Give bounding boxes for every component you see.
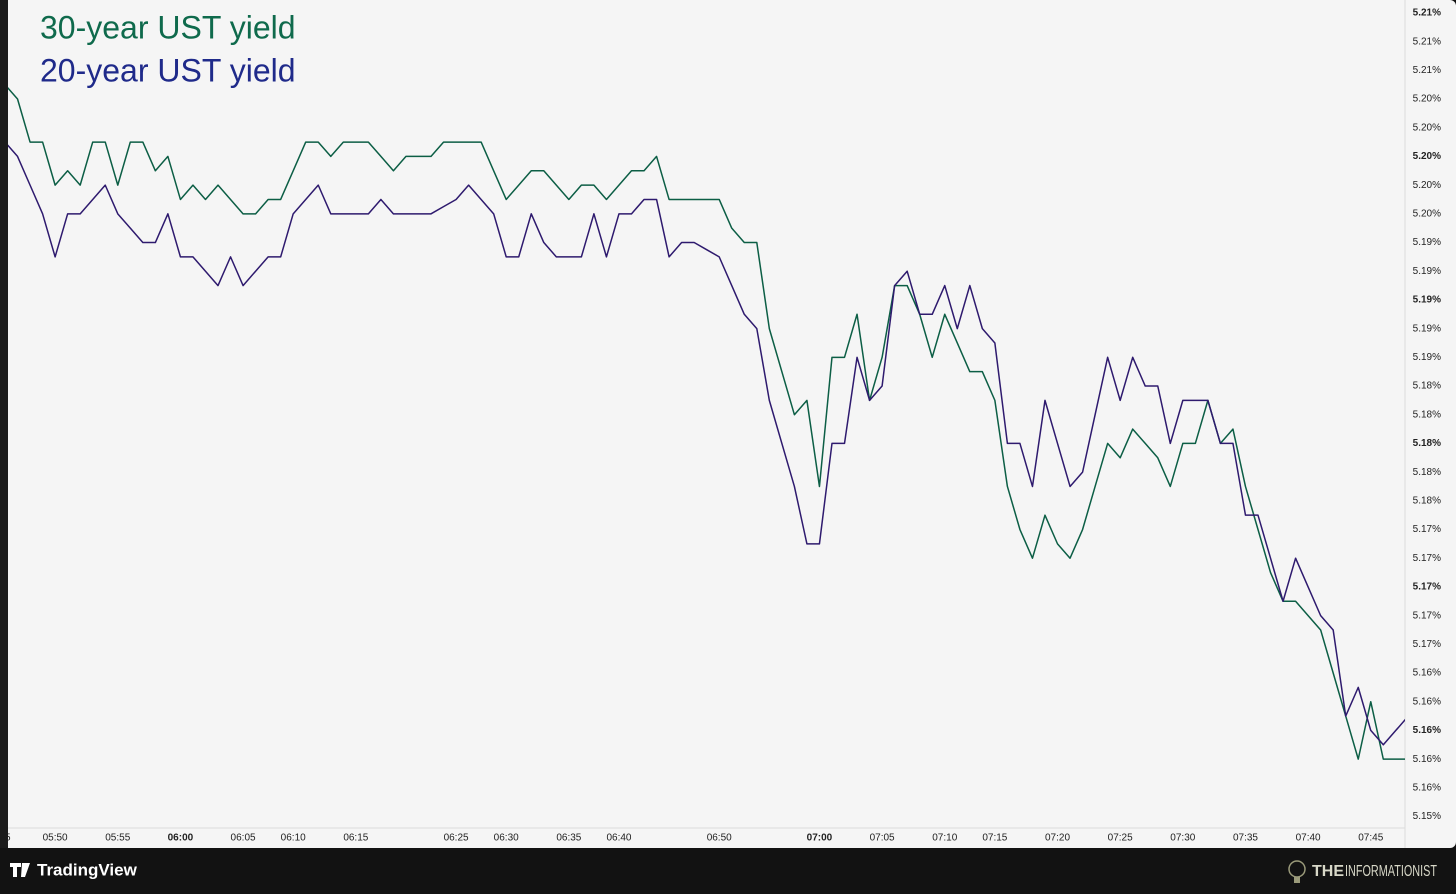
x-axis: 45 05:50 05:55 06:00 06:05 06:10 06:15 06:25 06:…	[0, 833, 1384, 844]
x-tick-label: 07:35	[1233, 833, 1258, 844]
legend: 30-year UST yield 20-year UST yield	[40, 9, 296, 88]
frame-edge	[0, 0, 8, 848]
x-tick-label: 06:15	[343, 833, 368, 844]
y-tick-label: 5.18%	[1413, 438, 1441, 449]
y-tick-label: 5.15%	[1413, 811, 1441, 822]
x-tick-label: 07:05	[870, 833, 895, 844]
y-tick-label: 5.19%	[1413, 266, 1441, 277]
chart-background	[0, 0, 1456, 848]
y-tick-label: 5.20%	[1413, 180, 1441, 191]
y-tick-label: 5.18%	[1413, 409, 1441, 420]
y-tick-label: 5.19%	[1413, 352, 1441, 363]
x-tick-label: 07:00	[807, 833, 833, 844]
x-tick-label: 07:40	[1296, 833, 1321, 844]
y-tick-label: 5.17%	[1413, 524, 1441, 535]
y-tick-label: 5.20%	[1413, 151, 1441, 162]
x-tick-label: 05:50	[43, 833, 68, 844]
y-tick-label: 5.16%	[1413, 754, 1441, 765]
x-tick-label: 07:15	[982, 833, 1007, 844]
x-tick-label: 06:40	[606, 833, 631, 844]
x-tick-label: 07:45	[1358, 833, 1383, 844]
plot-area	[8, 86, 1405, 760]
tradingview-logo: TradingView	[10, 860, 138, 879]
brand-bold: THE	[1312, 863, 1344, 880]
x-tick-label: 07:10	[932, 833, 957, 844]
x-tick-label: 07:20	[1045, 833, 1070, 844]
y-tick-label: 5.16%	[1413, 668, 1441, 679]
series-line	[8, 144, 1405, 746]
x-tick-label: 06:00	[168, 833, 194, 844]
y-tick-label: 5.19%	[1413, 323, 1441, 334]
x-tick-label: 06:05	[231, 833, 256, 844]
y-tick-label: 5.17%	[1413, 553, 1441, 564]
platform-name: TradingView	[37, 860, 138, 879]
y-tick-label: 5.18%	[1413, 495, 1441, 506]
x-tick-label: 06:35	[556, 833, 581, 844]
x-tick-label: 06:10	[281, 833, 306, 844]
y-tick-label: 5.19%	[1413, 237, 1441, 248]
y-tick-label: 5.17%	[1413, 639, 1441, 650]
y-tick-label: 5.21%	[1413, 36, 1441, 47]
y-tick-label: 5.19%	[1413, 295, 1441, 306]
brand: THE INFORMATIONIST	[1288, 860, 1437, 883]
x-tick-label: 06:50	[707, 833, 732, 844]
x-tick-label: 06:30	[494, 833, 519, 844]
series-line	[8, 86, 1405, 760]
y-tick-label: 5.16%	[1413, 782, 1441, 793]
y-tick-label: 5.20%	[1413, 208, 1441, 219]
x-tick-label: 07:25	[1108, 833, 1133, 844]
logo-icon	[10, 863, 30, 877]
y-tick-label: 5.17%	[1413, 582, 1441, 593]
x-tick-label: 06:25	[444, 833, 469, 844]
brand-name: INFORMATIONIST	[1345, 863, 1437, 880]
footer-bar	[0, 848, 1456, 894]
y-tick-label: 5.18%	[1413, 467, 1441, 478]
y-tick-label: 5.16%	[1413, 725, 1441, 736]
legend-entry: 20-year UST yield	[40, 52, 296, 88]
y-tick-label: 5.18%	[1413, 381, 1441, 392]
x-tick-label: 45	[0, 833, 11, 844]
y-tick-label: 5.21%	[1413, 8, 1441, 19]
y-tick-label: 5.16%	[1413, 696, 1441, 707]
x-tick-label: 05:55	[105, 833, 130, 844]
y-tick-label: 5.20%	[1413, 94, 1441, 105]
legend-entry: 30-year UST yield	[40, 9, 296, 45]
x-tick-label: 07:30	[1170, 833, 1195, 844]
y-tick-label: 5.17%	[1413, 610, 1441, 621]
y-tick-label: 5.21%	[1413, 65, 1441, 76]
y-tick-label: 5.20%	[1413, 122, 1441, 133]
y-axis: 5.15% 5.16% 5.16% 5.16% 5.16% 5.16% 5.17% 5.17%…	[1413, 8, 1441, 823]
brand-icon-base	[1294, 877, 1300, 883]
